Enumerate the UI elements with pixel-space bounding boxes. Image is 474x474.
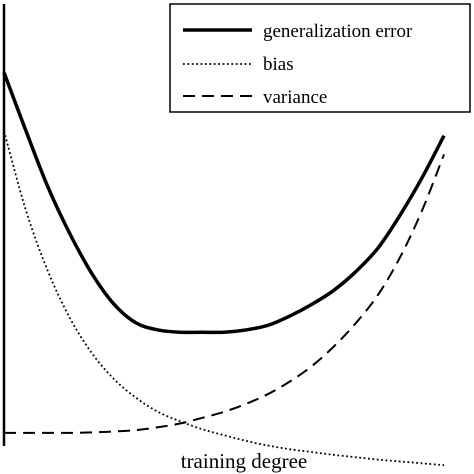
legend-item-variance: variance bbox=[183, 87, 327, 108]
series-layer bbox=[2, 71, 446, 467]
legend-item-bias: bias bbox=[183, 54, 294, 75]
x-axis-label: training degree bbox=[181, 449, 308, 473]
legend-label-generalization-error: generalization error bbox=[263, 21, 413, 42]
legend-item-generalization-error: generalization error bbox=[183, 21, 413, 42]
legend-label-bias: bias bbox=[263, 54, 294, 75]
series-line-variance bbox=[3, 154, 445, 434]
legend: generalization error bias variance bbox=[169, 3, 471, 113]
legend-label-variance: variance bbox=[263, 87, 327, 108]
plot-area bbox=[2, 4, 446, 467]
series-line-generalization-error bbox=[2, 71, 446, 335]
legend-box bbox=[169, 3, 471, 113]
series-line-bias bbox=[3, 130, 445, 467]
